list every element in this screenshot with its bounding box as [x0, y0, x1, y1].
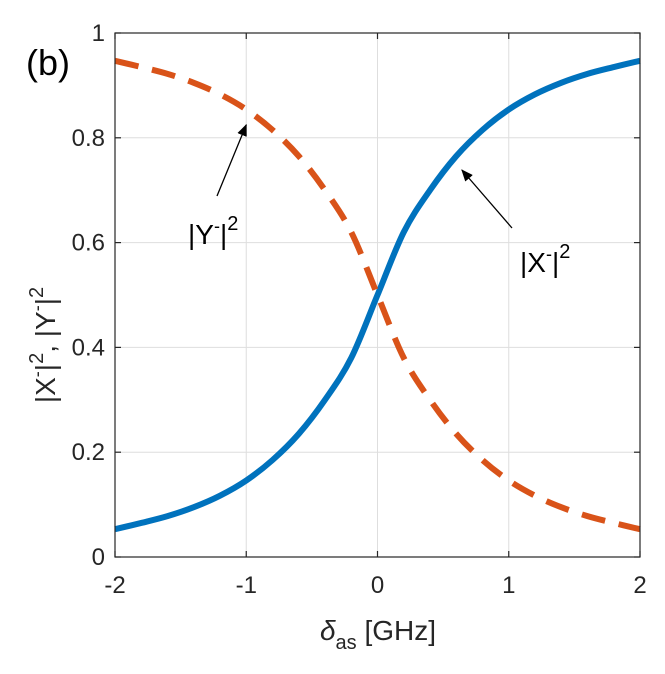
x-axis-subscript: as [336, 632, 357, 654]
x-tick-label: 1 [502, 572, 515, 599]
x-axis-symbol: δ [320, 615, 336, 646]
annotation-arrow-y [216, 123, 247, 197]
series-line-y [114, 57, 641, 533]
ticks: -2 -1 0 1 2 0 0.2 0.4 0.6 0.8 1 [72, 20, 647, 599]
y-tick-label: 0 [92, 544, 105, 571]
annotation-label-x: |X-|2 [520, 241, 570, 278]
y-tick-label: 1 [92, 20, 105, 47]
series-layer [114, 57, 641, 533]
x-axis-unit: [GHz] [357, 615, 436, 646]
y-tick-label: 0.8 [72, 125, 105, 152]
x-tick-label: -2 [104, 572, 125, 599]
x-axis-label: δas [GHz] [320, 615, 436, 654]
x-tick-label: 2 [633, 572, 646, 599]
panel-label: (b) [26, 42, 70, 83]
x-tick-label: 0 [371, 572, 384, 599]
annotation-arrow-x [461, 169, 513, 229]
y-tick-label: 0.4 [72, 334, 105, 361]
series-line-x [114, 57, 641, 533]
annotations: |X-|2 |Y-|2 [188, 123, 570, 278]
y-tick-label: 0.6 [72, 230, 105, 257]
x-tick-label: -1 [236, 572, 257, 599]
y-tick-label: 0.2 [72, 439, 105, 466]
annotation-label-y: |Y-|2 [188, 213, 238, 250]
y-axis-label: |X-|2, |Y-|2 [26, 287, 61, 403]
